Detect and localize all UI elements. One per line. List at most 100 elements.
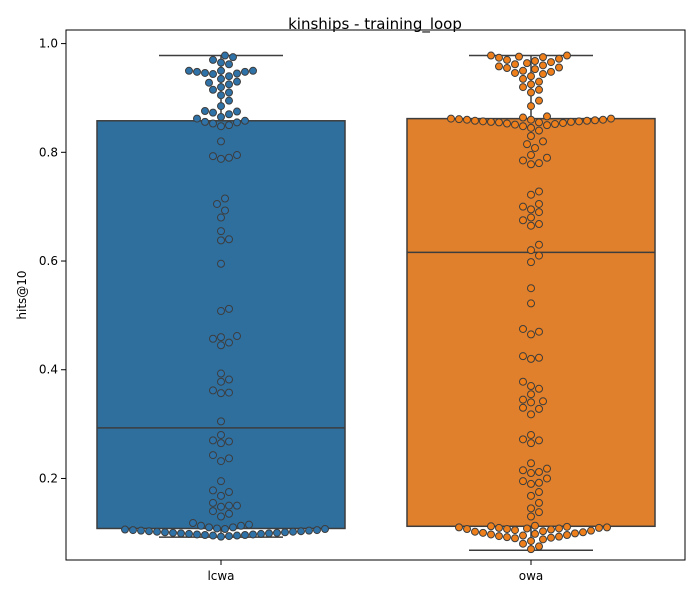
data-point-owa: [527, 410, 535, 419]
data-point-owa: [519, 216, 527, 225]
data-point-owa: [527, 299, 535, 308]
data-point-owa: [543, 112, 551, 121]
data-point-owa: [519, 83, 527, 92]
data-point-lcwa: [225, 153, 233, 162]
data-point-owa: [527, 390, 535, 399]
data-point-lcwa: [217, 58, 225, 67]
data-point-lcwa: [201, 106, 209, 115]
data-point-owa: [535, 159, 543, 168]
data-point-lcwa: [217, 369, 225, 378]
data-point-owa: [523, 524, 531, 533]
data-point-owa: [535, 508, 543, 517]
data-point-owa: [527, 479, 535, 488]
data-point-lcwa: [217, 83, 225, 92]
data-point-lcwa: [321, 525, 329, 534]
data-point-owa: [539, 70, 547, 79]
data-point-lcwa: [297, 527, 305, 536]
data-point-owa: [547, 58, 555, 67]
data-point-lcwa: [213, 199, 221, 208]
data-point-owa: [531, 56, 539, 65]
data-point-lcwa: [225, 509, 233, 518]
data-point-owa: [527, 160, 535, 169]
data-point-owa: [559, 118, 567, 127]
data-point-owa: [599, 115, 607, 124]
plot-frame: [65, 29, 686, 561]
data-point-owa: [523, 140, 531, 149]
data-point-owa: [527, 439, 535, 448]
data-point-owa: [535, 327, 543, 336]
data-point-lcwa: [209, 152, 217, 161]
box-owa: [406, 117, 656, 528]
data-point-lcwa: [217, 122, 225, 131]
data-point-lcwa: [217, 154, 225, 163]
data-point-owa: [527, 398, 535, 407]
data-point-owa: [495, 62, 503, 71]
data-point-lcwa: [217, 259, 225, 268]
data-point-owa: [587, 526, 595, 535]
data-point-owa: [539, 53, 547, 62]
data-point-lcwa: [121, 525, 129, 534]
data-point-lcwa: [209, 85, 217, 94]
data-point-lcwa: [217, 227, 225, 236]
data-point-owa: [543, 121, 551, 130]
data-point-lcwa: [217, 307, 225, 316]
data-point-lcwa: [217, 389, 225, 398]
data-point-owa: [511, 68, 519, 77]
data-point-owa: [519, 352, 527, 361]
data-point-owa: [579, 528, 587, 537]
data-point-owa: [527, 354, 535, 363]
data-point-owa: [503, 64, 511, 73]
data-point-owa: [527, 246, 535, 255]
data-point-lcwa: [185, 66, 193, 75]
data-point-lcwa: [201, 530, 209, 539]
data-point-lcwa: [217, 532, 225, 541]
data-point-owa: [503, 119, 511, 128]
data-point-owa: [527, 491, 535, 500]
data-point-lcwa: [221, 51, 229, 60]
data-point-lcwa: [201, 117, 209, 126]
data-point-owa: [527, 151, 535, 160]
data-point-lcwa: [209, 507, 217, 516]
data-point-lcwa: [201, 68, 209, 77]
data-point-lcwa: [217, 66, 225, 75]
y-tick-label: 0.8: [39, 145, 58, 159]
data-point-lcwa: [225, 501, 233, 510]
data-point-owa: [479, 528, 487, 537]
data-point-owa: [527, 545, 535, 554]
data-point-lcwa: [177, 529, 185, 538]
data-point-lcwa: [169, 528, 177, 537]
data-point-lcwa: [249, 66, 257, 75]
data-point-lcwa: [209, 386, 217, 395]
data-point-owa: [455, 115, 463, 124]
data-point-lcwa: [233, 69, 241, 78]
data-point-lcwa: [229, 523, 237, 532]
data-point-owa: [575, 117, 583, 126]
data-point-owa: [503, 525, 511, 534]
y-tick-label: 0.6: [39, 254, 58, 268]
data-point-owa: [471, 116, 479, 125]
data-point-lcwa: [281, 528, 289, 537]
data-point-lcwa: [233, 118, 241, 127]
data-point-lcwa: [257, 529, 265, 538]
data-point-owa: [567, 117, 575, 126]
data-point-owa: [527, 430, 535, 439]
data-point-lcwa: [217, 477, 225, 486]
data-point-owa: [535, 199, 543, 208]
data-point-owa: [535, 220, 543, 229]
y-tick-label: 1.0: [39, 37, 58, 51]
data-point-lcwa: [193, 530, 201, 539]
data-point-lcwa: [161, 528, 169, 537]
data-point-lcwa: [217, 213, 225, 222]
data-point-owa: [563, 530, 571, 539]
data-point-owa: [463, 115, 471, 124]
data-point-owa: [511, 534, 519, 543]
data-point-lcwa: [189, 519, 197, 528]
data-point-lcwa: [193, 114, 201, 123]
data-point-owa: [479, 117, 487, 126]
data-point-owa: [527, 115, 535, 124]
data-point-lcwa: [213, 524, 221, 533]
data-point-lcwa: [225, 437, 233, 446]
data-point-lcwa: [225, 72, 233, 81]
data-point-owa: [555, 524, 563, 533]
data-point-lcwa: [217, 439, 225, 448]
